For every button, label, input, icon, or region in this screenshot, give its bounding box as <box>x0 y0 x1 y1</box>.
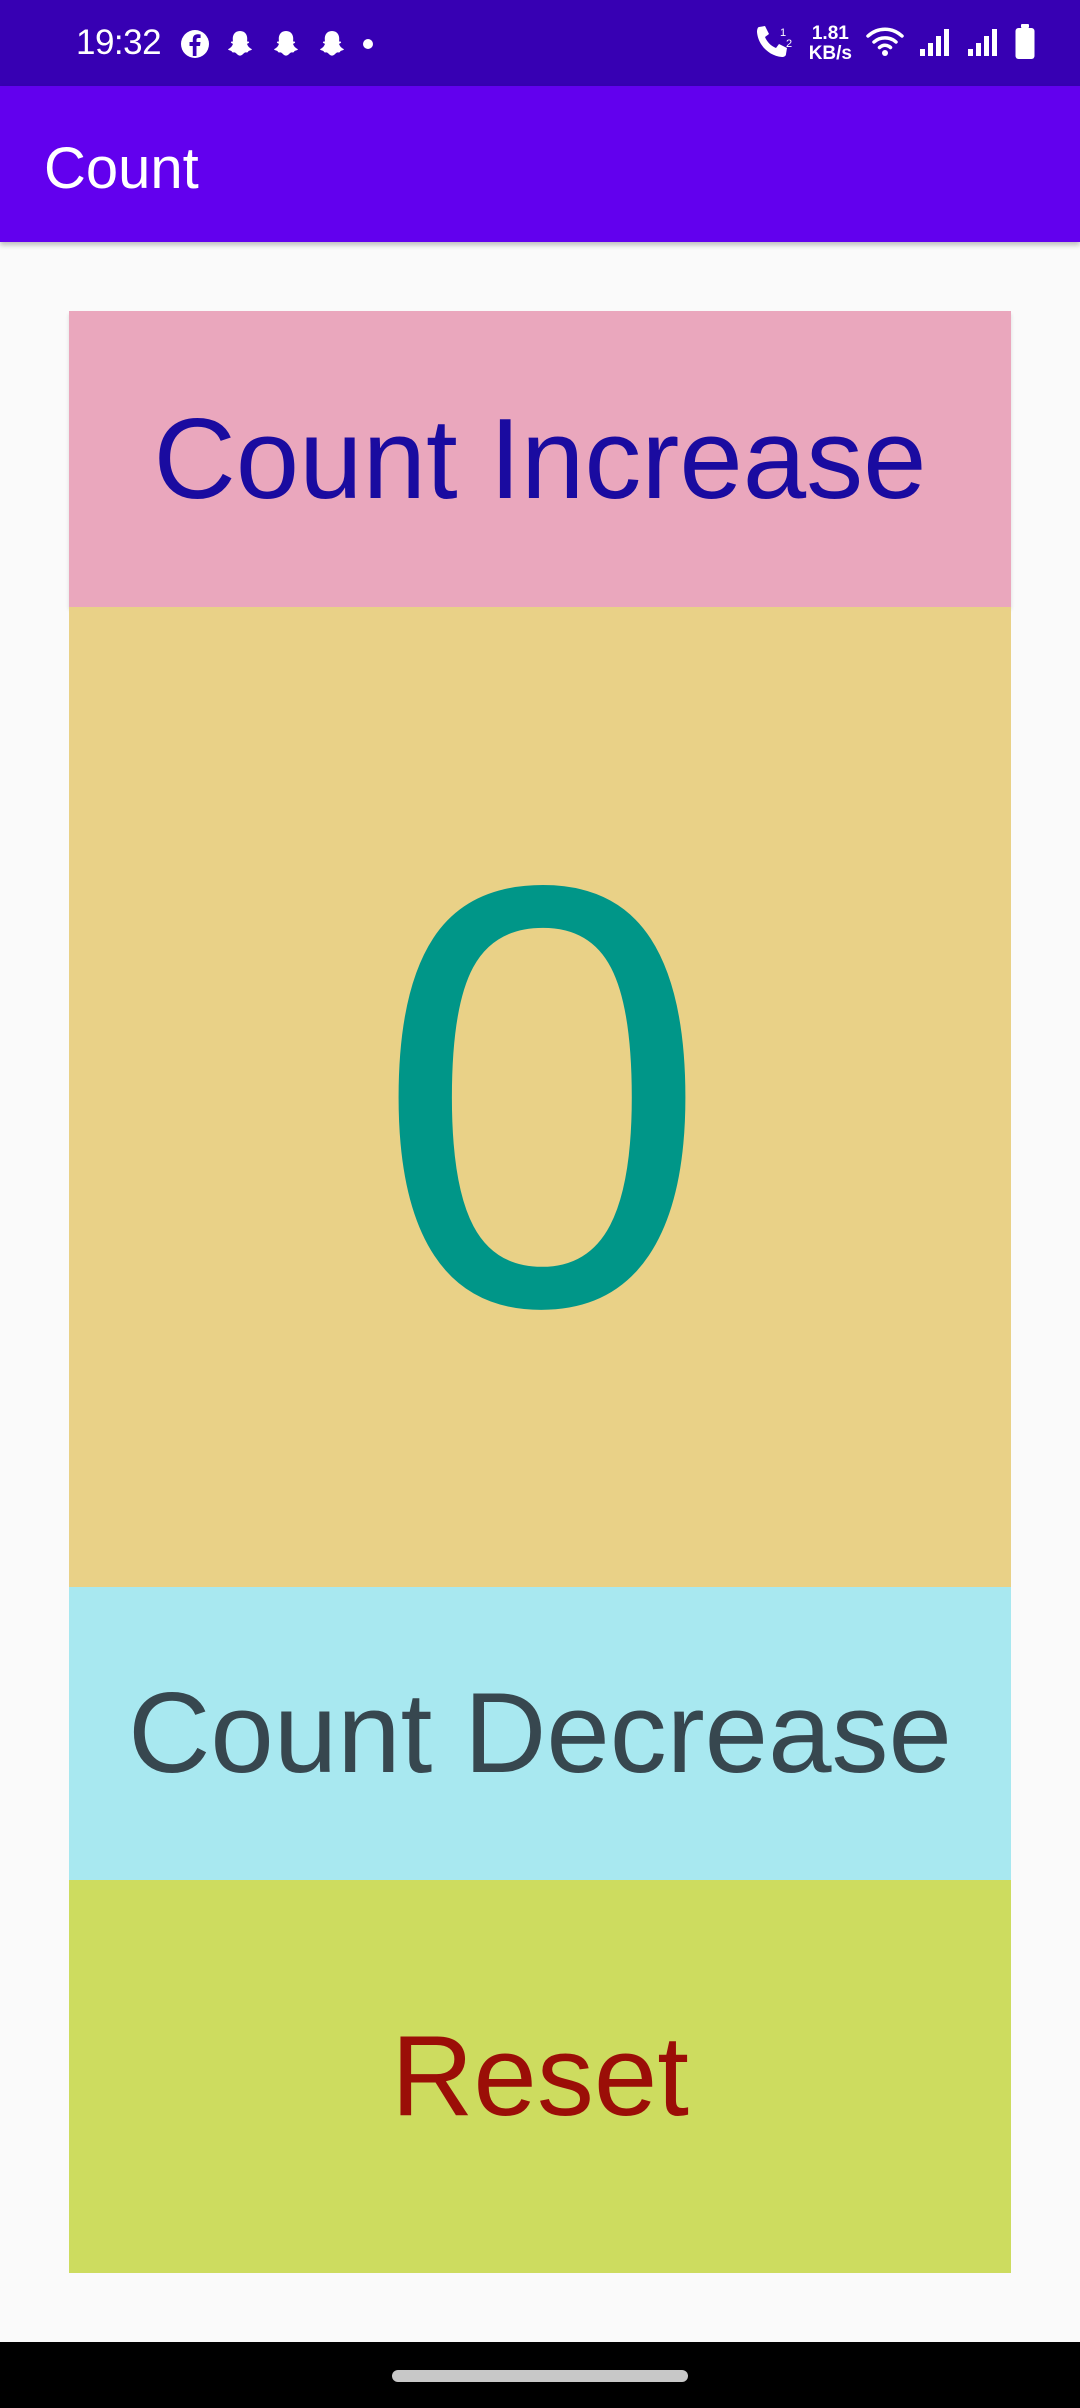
snapchat-icon <box>270 28 302 60</box>
navigation-bar <box>0 2342 1080 2408</box>
counter-display: 0 <box>69 607 1011 1587</box>
volte-call-icon: 1 2 <box>753 23 795 66</box>
svg-text:2: 2 <box>786 38 792 50</box>
system-status-icons: 1 2 1.81 KB/s <box>753 20 1036 68</box>
battery-icon <box>1014 23 1036 66</box>
snapchat-icon <box>224 28 256 60</box>
notification-icons <box>180 26 374 62</box>
status-bar: 19:32 <box>0 0 1080 86</box>
network-speed-value: 1.81 <box>811 23 849 44</box>
status-time: 19:32 <box>76 23 162 62</box>
app-title: Count <box>44 136 199 201</box>
svg-text:1: 1 <box>780 27 786 39</box>
home-gesture-handle[interactable] <box>392 2370 688 2382</box>
counter-value: 0 <box>375 762 709 1432</box>
app-bar: Count <box>0 86 1080 242</box>
wifi-icon <box>866 26 904 63</box>
network-speed-unit: KB/s <box>808 43 852 64</box>
snapchat-icon <box>316 28 348 60</box>
count-decrease-button[interactable]: Count Decrease <box>69 1587 1011 1880</box>
reset-button[interactable]: Reset <box>69 1880 1011 2273</box>
facebook-icon <box>180 29 210 59</box>
signal-icon <box>918 27 952 62</box>
count-increase-button[interactable]: Count Increase <box>69 311 1011 607</box>
signal-icon <box>966 27 1000 62</box>
notification-dot-icon <box>362 38 374 50</box>
network-speed: 1.81 KB/s <box>809 24 852 64</box>
